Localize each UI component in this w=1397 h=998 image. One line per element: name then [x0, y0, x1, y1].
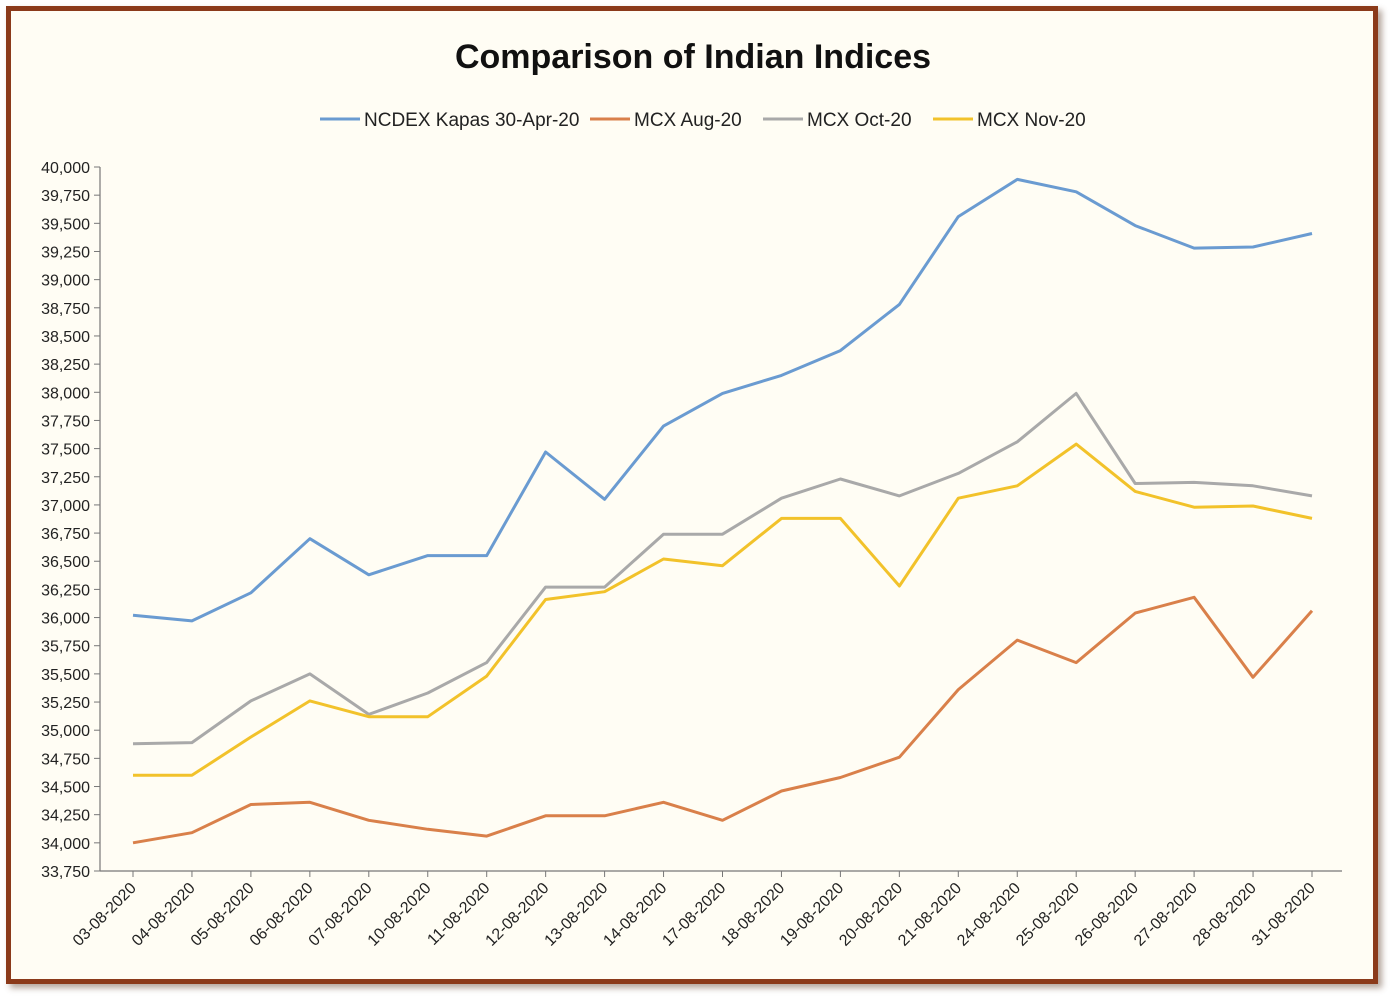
- legend-label-1: MCX Aug-20: [634, 110, 742, 131]
- y-tick-label: 34,250: [41, 808, 90, 825]
- y-tick-label: 38,000: [41, 385, 90, 402]
- y-tick-label: 36,000: [41, 611, 90, 628]
- y-tick-label: 37,500: [41, 442, 90, 459]
- series-line-0: [132, 177, 1313, 623]
- series-line-1: [132, 595, 1314, 845]
- series-lines: [132, 177, 1314, 845]
- series-line-3: [133, 442, 1313, 777]
- legend-label-3: MCX Nov-20: [977, 110, 1086, 131]
- legend-label-2: MCX Oct-20: [807, 110, 912, 131]
- y-tick-label: 33,750: [41, 864, 90, 881]
- y-tick-label: 39,000: [41, 273, 90, 290]
- legend-label-0: NCDEX Kapas 30-Apr-20: [364, 110, 579, 131]
- legend: NCDEX Kapas 30-Apr-20 MCX Aug-20 MCX Oct-2…: [320, 110, 1086, 131]
- series-line-2: [132, 391, 1313, 746]
- y-tick-label: 35,500: [41, 667, 90, 684]
- y-tick-label: 34,500: [41, 780, 90, 797]
- y-tick-label: 37,000: [41, 498, 90, 515]
- y-tick-label: 39,250: [41, 244, 90, 261]
- y-tick-label: 36,750: [41, 526, 90, 543]
- y-tick-label: 36,500: [41, 554, 90, 571]
- y-tick-label: 34,000: [41, 836, 90, 853]
- y-axis: 33,750 34,000 34,250 34,500 34,750 35,000 35,2…: [41, 160, 101, 881]
- y-tick-label: 38,500: [41, 329, 90, 346]
- x-tick-label: 10-08-2020: [365, 880, 435, 950]
- y-tick-label: 40,000: [41, 160, 90, 177]
- y-tick-label: 35,250: [41, 695, 90, 712]
- y-tick-label: 37,250: [41, 470, 90, 487]
- y-tick-label: 34,750: [41, 751, 90, 768]
- y-tick-label: 38,750: [41, 301, 90, 318]
- x-axis: 03-08-202004-08-202005-08-202006-08-2020…: [70, 870, 1342, 950]
- chart-title: Comparison of Indian Indices: [455, 38, 931, 76]
- y-tick-label: 35,000: [41, 723, 90, 740]
- y-tick-label: 35,750: [41, 639, 90, 656]
- y-tick-label: 39,750: [41, 188, 90, 205]
- x-tick-label: 31-08-2020: [1249, 880, 1319, 950]
- y-tick-label: 36,250: [41, 582, 90, 599]
- y-tick-label: 38,250: [41, 357, 90, 374]
- y-tick-label: 37,750: [41, 413, 90, 430]
- y-tick-label: 39,500: [41, 216, 90, 233]
